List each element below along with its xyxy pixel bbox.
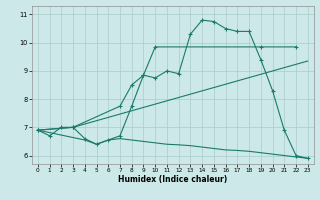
X-axis label: Humidex (Indice chaleur): Humidex (Indice chaleur) [118,175,228,184]
